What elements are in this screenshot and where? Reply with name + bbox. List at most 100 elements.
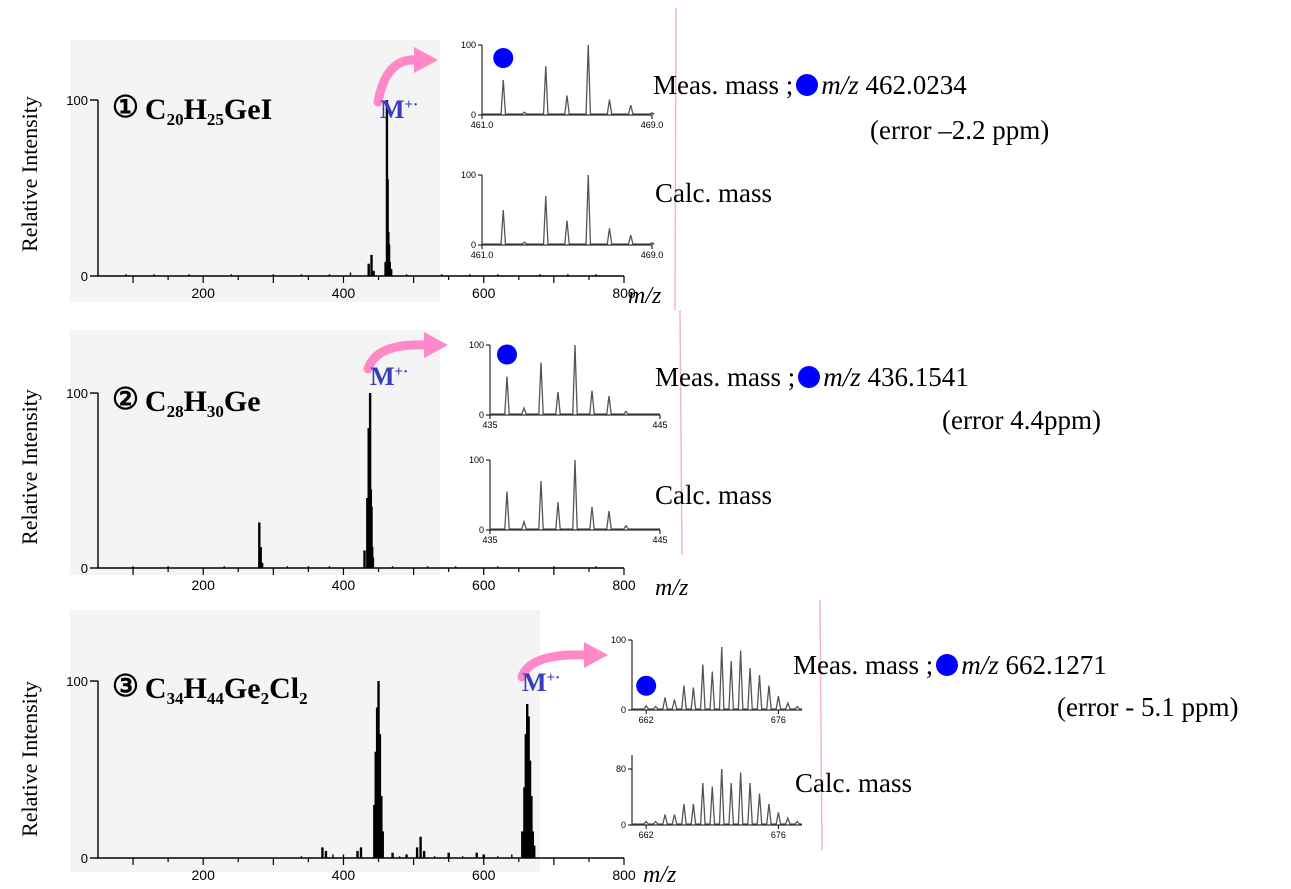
- meas-mass-label: Meas. mass ;: [793, 650, 934, 680]
- mz-label: m/z: [961, 650, 999, 680]
- blue-circle-icon: [497, 344, 517, 365]
- y-axis-label: Relative Intensity: [17, 389, 42, 545]
- inset-y-tick-label: 0: [471, 110, 476, 120]
- inset-x-tick-label: 676: [771, 715, 786, 725]
- calc-mass-label: Calc. mass: [655, 480, 772, 510]
- y-tick-label: 100: [66, 386, 88, 401]
- meas-mass-label: Meas. mass ;: [653, 70, 794, 100]
- inset-axes: [631, 640, 802, 711]
- x-axis-label: m/z: [628, 283, 662, 309]
- meas-mass-value: 462.0234: [865, 70, 967, 100]
- x-tick-label: 800: [612, 577, 636, 593]
- inset-x-tick-label: 469.0: [641, 250, 664, 260]
- y-tick-label: 100: [66, 93, 88, 108]
- inset-x-tick-label: 469.0: [641, 120, 664, 130]
- inset-y-tick-label: 100: [611, 635, 626, 645]
- meas-mass-label: Meas. mass ;: [655, 362, 796, 392]
- formula-element: Ge: [223, 93, 261, 126]
- compound-number: ③: [112, 670, 139, 703]
- formula-element: C: [144, 93, 167, 126]
- ion-charge: +·: [546, 670, 561, 686]
- y-tick-label: 100: [66, 674, 88, 689]
- inset-x-tick-label: 662: [639, 715, 654, 725]
- mz-label: m/z: [821, 70, 859, 100]
- compound-formula: ③ C34H44Ge2Cl2: [112, 669, 308, 709]
- formula-subscript: 25: [206, 110, 224, 129]
- formula-element: H: [183, 385, 207, 418]
- inset-x-tick-label: 435: [482, 420, 497, 430]
- blue-circle-icon: [798, 366, 821, 388]
- curved-arrow-icon: [363, 340, 431, 374]
- curved-arrow-icon: [373, 55, 421, 107]
- y-axis-label: Relative Intensity: [17, 681, 42, 837]
- ion-charge: +·: [404, 97, 419, 113]
- inset-y-tick-label: 100: [469, 340, 484, 350]
- panel-background: [70, 330, 440, 575]
- inset-y-tick-label: 0: [471, 240, 476, 250]
- formula-element: C: [144, 385, 167, 418]
- x-tick-label: 400: [332, 285, 356, 301]
- inset-x-tick-label: 461.0: [471, 250, 494, 260]
- inset-y-tick-label: 0: [621, 705, 626, 715]
- x-tick-label: 600: [472, 285, 496, 301]
- divider-line: [674, 7, 677, 311]
- inset-profile-trace: [482, 174, 655, 245]
- x-tick-label: 400: [332, 577, 356, 593]
- arrow-head-icon: [414, 47, 438, 73]
- arrow-head-icon: [584, 642, 608, 668]
- formula-element: Ge: [223, 385, 261, 418]
- ion-symbol: M: [370, 362, 395, 391]
- curved-arrow-icon: [517, 650, 591, 682]
- formula-subscript: 20: [166, 110, 184, 129]
- x-axis-label: m/z: [655, 575, 689, 601]
- mass-error: (error –2.2 ppm): [870, 115, 1050, 145]
- inset-x-tick-label: 662: [639, 830, 654, 840]
- formula-element: H: [183, 93, 207, 126]
- inset-profile-trace: [490, 459, 660, 530]
- inset-y-tick-label: 0: [479, 525, 484, 535]
- mass-error: (error - 5.1 ppm): [1057, 692, 1239, 722]
- inset-y-tick-label: 0: [479, 410, 484, 420]
- measured-mass-annotation: Meas. mass ; m/z 662.1271: [793, 650, 1107, 681]
- x-tick-label: 200: [192, 285, 216, 301]
- inset-profile-trace: [490, 344, 660, 415]
- inset-profile-trace: [482, 44, 655, 115]
- inset-y-tick-label: 100: [461, 170, 476, 180]
- formula-subscript: 28: [166, 402, 184, 421]
- formula-subscript: 44: [206, 689, 224, 708]
- x-tick-label: 800: [612, 867, 636, 880]
- x-axis-label: m/z: [643, 862, 677, 888]
- molecular-ion-label: M+·: [370, 362, 408, 392]
- y-tick-label: 0: [81, 561, 88, 576]
- meas-mass-value: 662.1271: [1005, 650, 1107, 680]
- inset-x-tick-label: 445: [652, 420, 667, 430]
- compound-formula: ① C20H25GeI: [112, 90, 272, 130]
- inset-y-tick-label: 80: [616, 764, 626, 774]
- mass-error: (error 4.4ppm): [942, 405, 1101, 435]
- arrow-head-icon: [424, 332, 448, 358]
- inset-y-tick-label: 100: [469, 455, 484, 465]
- formula-element: I: [260, 93, 273, 126]
- formula-subscript: 2: [260, 689, 270, 708]
- blue-circle-icon: [796, 74, 819, 96]
- inset-x-tick-label: 435: [482, 535, 497, 545]
- x-tick-label: 200: [192, 867, 216, 880]
- compound-number: ①: [112, 91, 139, 124]
- y-axis-label: Relative Intensity: [17, 96, 42, 252]
- x-tick-label: 600: [472, 867, 496, 880]
- ion-symbol: M: [380, 95, 405, 124]
- x-tick-label: 400: [332, 867, 356, 880]
- calc-mass-label: Calc. mass: [795, 768, 912, 798]
- inset-x-tick-label: 676: [771, 830, 786, 840]
- formula-element: Ge: [223, 672, 261, 705]
- y-tick-label: 0: [81, 269, 88, 284]
- formula-element: C: [144, 672, 167, 705]
- molecular-ion-label: M+·: [522, 668, 560, 698]
- inset-axes: [631, 755, 802, 826]
- formula-subscript: 30: [206, 402, 224, 421]
- inset-y-tick-label: 100: [461, 40, 476, 50]
- divider-line: [819, 599, 823, 851]
- mz-label: m/z: [823, 362, 861, 392]
